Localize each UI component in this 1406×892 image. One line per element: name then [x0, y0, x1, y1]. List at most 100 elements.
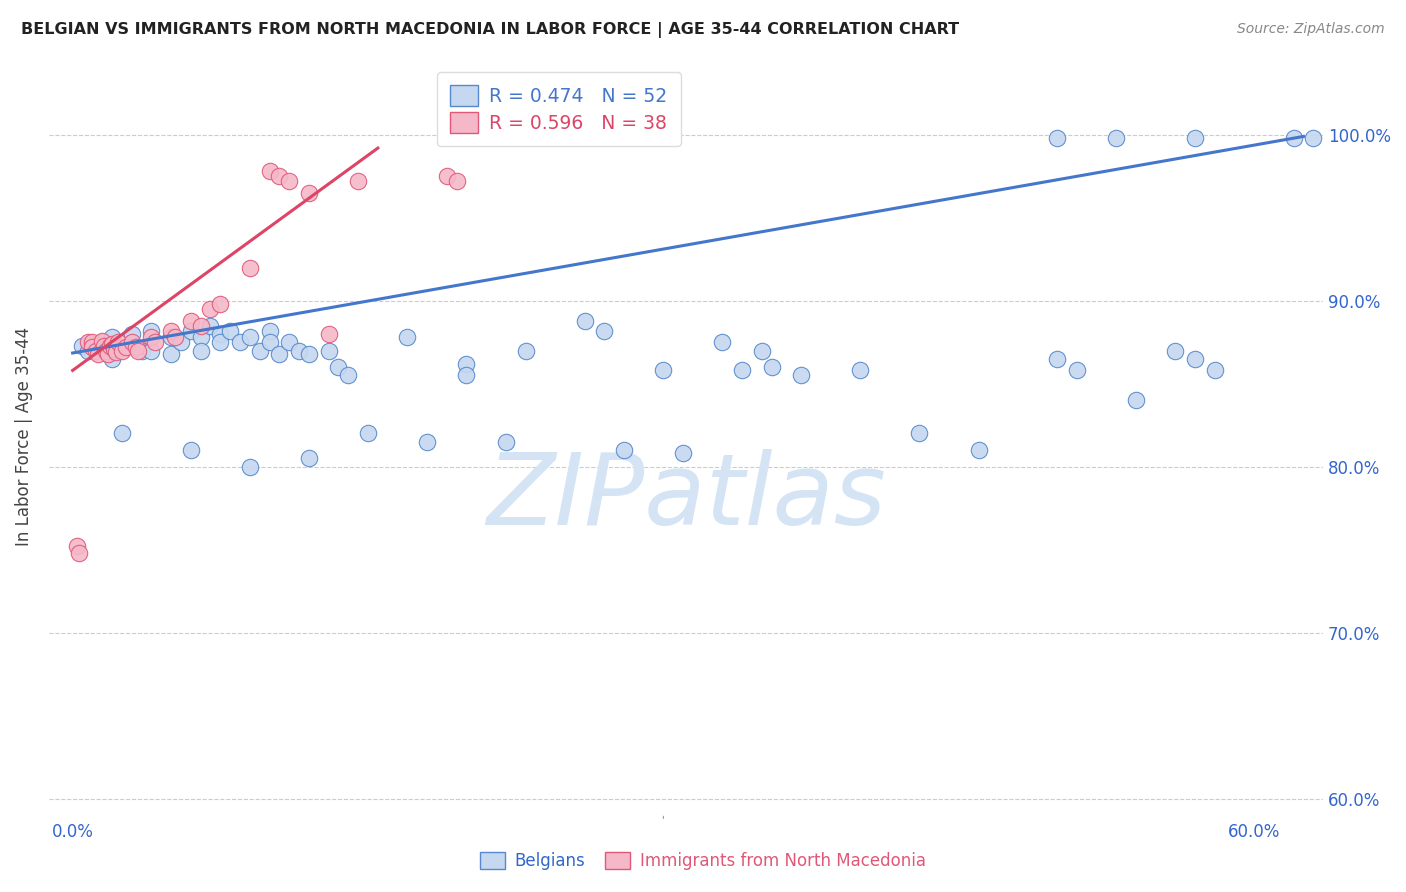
Point: [101, 337, 124, 351]
Point: [1282, 131, 1305, 145]
Point: [1046, 131, 1069, 145]
Point: [94, 343, 117, 358]
Point: [160, 324, 183, 338]
Point: [219, 324, 242, 338]
Point: [1184, 131, 1206, 145]
Point: [67, 546, 90, 560]
Point: [515, 343, 537, 358]
Text: ZIPatlas: ZIPatlas: [486, 450, 886, 547]
Point: [652, 363, 675, 377]
Point: [111, 343, 134, 358]
Point: [446, 174, 468, 188]
Point: [91, 335, 114, 350]
Point: [1164, 343, 1187, 358]
Point: [141, 343, 163, 358]
Point: [180, 313, 202, 327]
Point: [97, 347, 120, 361]
Point: [103, 342, 125, 356]
Point: [104, 345, 127, 359]
Point: [288, 343, 311, 358]
Point: [190, 343, 212, 358]
Point: [77, 335, 100, 350]
Y-axis label: In Labor Force | Age 35-44: In Labor Force | Age 35-44: [15, 327, 32, 547]
Point: [209, 326, 232, 341]
Point: [200, 301, 222, 316]
Point: [849, 363, 872, 377]
Point: [259, 335, 281, 350]
Point: [436, 169, 458, 184]
Point: [124, 340, 146, 354]
Point: [111, 426, 134, 441]
Point: [114, 340, 136, 354]
Point: [239, 459, 262, 474]
Point: [574, 313, 596, 327]
Point: [101, 351, 124, 366]
Point: [790, 368, 813, 383]
Point: [967, 443, 990, 458]
Point: [269, 169, 291, 184]
Point: [65, 539, 87, 553]
Point: [711, 335, 734, 350]
Point: [229, 335, 252, 350]
Point: [87, 347, 110, 361]
Point: [91, 334, 114, 348]
Legend: R = 0.474   N = 52, R = 0.596   N = 38: R = 0.474 N = 52, R = 0.596 N = 38: [437, 72, 681, 146]
Point: [107, 335, 129, 350]
Point: [593, 324, 616, 338]
Point: [495, 434, 517, 449]
Point: [1302, 131, 1324, 145]
Point: [97, 347, 120, 361]
Point: [239, 330, 262, 344]
Point: [751, 343, 773, 358]
Point: [298, 186, 321, 200]
Point: [318, 326, 340, 341]
Point: [318, 343, 340, 358]
Point: [456, 368, 478, 383]
Text: BELGIAN VS IMMIGRANTS FROM NORTH MACEDONIA IN LABOR FORCE | AGE 35-44 CORRELATIO: BELGIAN VS IMMIGRANTS FROM NORTH MACEDON…: [21, 22, 959, 38]
Point: [761, 360, 783, 375]
Point: [121, 326, 143, 341]
Point: [82, 335, 104, 350]
Point: [259, 324, 281, 338]
Point: [170, 335, 193, 350]
Point: [160, 330, 183, 344]
Point: [347, 174, 370, 188]
Point: [239, 260, 262, 275]
Point: [908, 426, 931, 441]
Point: [357, 426, 380, 441]
Point: [1125, 393, 1147, 408]
Point: [131, 343, 153, 358]
Point: [190, 330, 212, 344]
Point: [121, 335, 143, 350]
Point: [1046, 351, 1069, 366]
Point: [613, 443, 636, 458]
Legend: Belgians, Immigrants from North Macedonia: Belgians, Immigrants from North Macedoni…: [472, 845, 934, 877]
Point: [82, 340, 104, 354]
Point: [269, 347, 291, 361]
Point: [328, 360, 350, 375]
Point: [180, 324, 202, 338]
Point: [143, 335, 166, 350]
Point: [209, 297, 232, 311]
Point: [77, 343, 100, 358]
Point: [160, 347, 183, 361]
Point: [72, 338, 94, 352]
Point: [101, 330, 124, 344]
Point: [731, 363, 754, 377]
Point: [278, 335, 301, 350]
Point: [141, 330, 163, 344]
Point: [1204, 363, 1226, 377]
Point: [127, 343, 149, 358]
Point: [456, 357, 478, 371]
Point: [180, 443, 202, 458]
Point: [416, 434, 439, 449]
Point: [278, 174, 301, 188]
Point: [672, 446, 695, 460]
Point: [163, 330, 186, 344]
Point: [1105, 131, 1128, 145]
Point: [141, 324, 163, 338]
Point: [259, 164, 281, 178]
Point: [98, 338, 121, 352]
Point: [93, 338, 115, 352]
Point: [298, 451, 321, 466]
